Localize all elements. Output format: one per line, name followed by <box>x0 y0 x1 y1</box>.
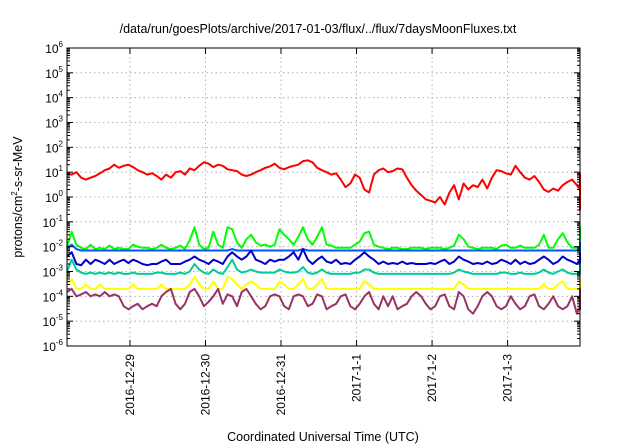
y-tick-label: 10-5 <box>43 313 64 329</box>
x-tick-label: 2016-12-29 <box>123 354 137 416</box>
grid <box>67 48 580 346</box>
x-tick-label: 2016-12-30 <box>198 354 212 416</box>
x-tick-label: 2017-1-3 <box>501 354 515 402</box>
series-line-4 <box>66 248 581 267</box>
y-tick-labels: 10-610-510-410-310-210-11001011021031041… <box>43 40 64 354</box>
series-line-7 <box>66 287 581 315</box>
y-tick-base: 10 <box>45 191 59 205</box>
y-tick-exponent: 6 <box>59 40 64 49</box>
series-line-6 <box>66 276 581 290</box>
y-tick-label: 100 <box>45 189 63 205</box>
y-tick-base: 10 <box>43 340 57 354</box>
y-tick-exponent: 1 <box>59 164 64 173</box>
y-tick-base: 10 <box>43 315 57 329</box>
y-tick-label: 106 <box>45 40 63 56</box>
y-tick-exponent: -3 <box>56 264 64 273</box>
series-line-3 <box>66 241 581 252</box>
y-axis-title-base: protons/cm <box>11 196 25 258</box>
chart-title: /data/run/goesPlots/archive/2017-01-03/f… <box>120 22 517 36</box>
y-tick-exponent: 5 <box>59 65 64 74</box>
y-tick-base: 10 <box>45 166 59 180</box>
y-tick-label: 10-1 <box>43 214 64 230</box>
y-tick-base: 10 <box>45 67 59 81</box>
y-tick-base: 10 <box>43 241 57 255</box>
y-tick-exponent: 0 <box>59 189 64 198</box>
y-tick-label: 104 <box>45 90 63 106</box>
series-group <box>66 159 581 315</box>
y-tick-base: 10 <box>43 290 57 304</box>
y-axis-title-sup: 2 <box>10 191 19 196</box>
y-tick-exponent: -5 <box>56 313 64 322</box>
y-tick-exponent: -1 <box>56 214 64 223</box>
y-tick-base: 10 <box>45 42 59 56</box>
x-tick-labels: 2016-12-29 2016-12-30 2016-12-31 2017-1-1 20… <box>123 354 515 416</box>
axis-ticks <box>67 47 580 347</box>
y-tick-label: 105 <box>45 65 63 81</box>
y-tick-label: 102 <box>45 139 63 155</box>
x-axis-title: Coordinated Universal Time (UTC) <box>227 430 419 444</box>
y-tick-base: 10 <box>43 266 57 280</box>
series-line-2 <box>66 226 581 252</box>
y-tick-base: 10 <box>45 117 59 131</box>
y-tick-base: 10 <box>43 216 57 230</box>
y-tick-exponent: 4 <box>59 90 64 99</box>
y-tick-label: 103 <box>45 115 63 131</box>
y-axis-title-rest: -s-sr-MeV <box>11 136 25 192</box>
y-tick-exponent: 3 <box>59 115 64 124</box>
series-line-1 <box>66 159 581 211</box>
y-tick-label: 10-2 <box>43 239 64 255</box>
y-tick-base: 10 <box>45 92 59 106</box>
y-tick-base: 10 <box>45 141 59 155</box>
y-tick-label: 10-4 <box>43 288 64 304</box>
x-tick-label: 2017-1-2 <box>425 354 439 402</box>
y-tick-label: 101 <box>45 164 63 180</box>
y-tick-exponent: 2 <box>59 139 64 148</box>
y-tick-exponent: -2 <box>56 239 64 248</box>
y-tick-exponent: -4 <box>56 288 64 297</box>
x-tick-label: 2016-12-31 <box>274 354 288 416</box>
y-axis-title: protons/cm2-s-sr-MeV <box>10 136 25 258</box>
y-tick-label: 10-6 <box>43 338 64 354</box>
y-tick-exponent: -6 <box>56 338 64 347</box>
series-line-5 <box>66 258 581 275</box>
y-tick-label: 10-3 <box>43 264 64 280</box>
x-tick-label: 2017-1-1 <box>350 354 364 402</box>
